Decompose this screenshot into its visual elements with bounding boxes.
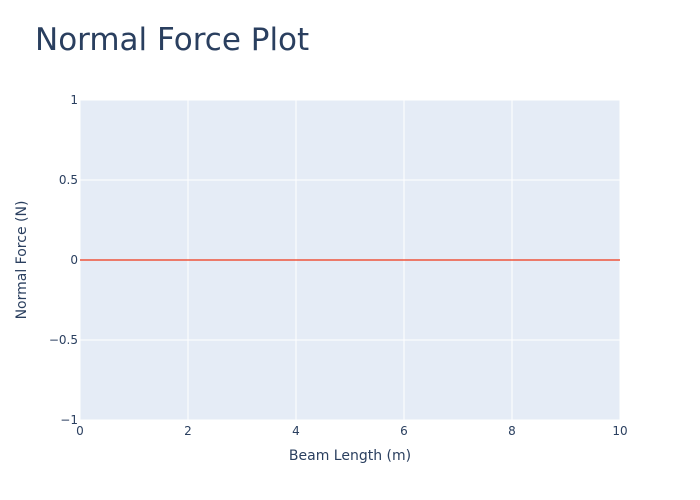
x-tick-label: 2 bbox=[184, 424, 192, 438]
x-tick-label: 10 bbox=[612, 424, 627, 438]
y-tick-label: 0 bbox=[70, 253, 78, 267]
x-tick-label: 6 bbox=[400, 424, 408, 438]
x-axis-ticks: 0 2 4 6 8 10 bbox=[76, 424, 627, 438]
y-axis-label: Normal Force (N) bbox=[14, 201, 30, 320]
y-axis-ticks: −1 −0.5 0 0.5 1 bbox=[49, 93, 78, 427]
x-tick-label: 4 bbox=[292, 424, 300, 438]
y-tick-label: −1 bbox=[60, 413, 78, 427]
x-axis-label: Beam Length (m) bbox=[289, 448, 411, 464]
x-tick-label: 8 bbox=[508, 424, 516, 438]
y-tick-label: 0.5 bbox=[59, 173, 78, 187]
chart-title: Normal Force Plot bbox=[35, 22, 309, 58]
y-tick-label: 1 bbox=[70, 93, 78, 107]
y-tick-label: −0.5 bbox=[49, 333, 78, 347]
x-tick-label: 0 bbox=[76, 424, 84, 438]
